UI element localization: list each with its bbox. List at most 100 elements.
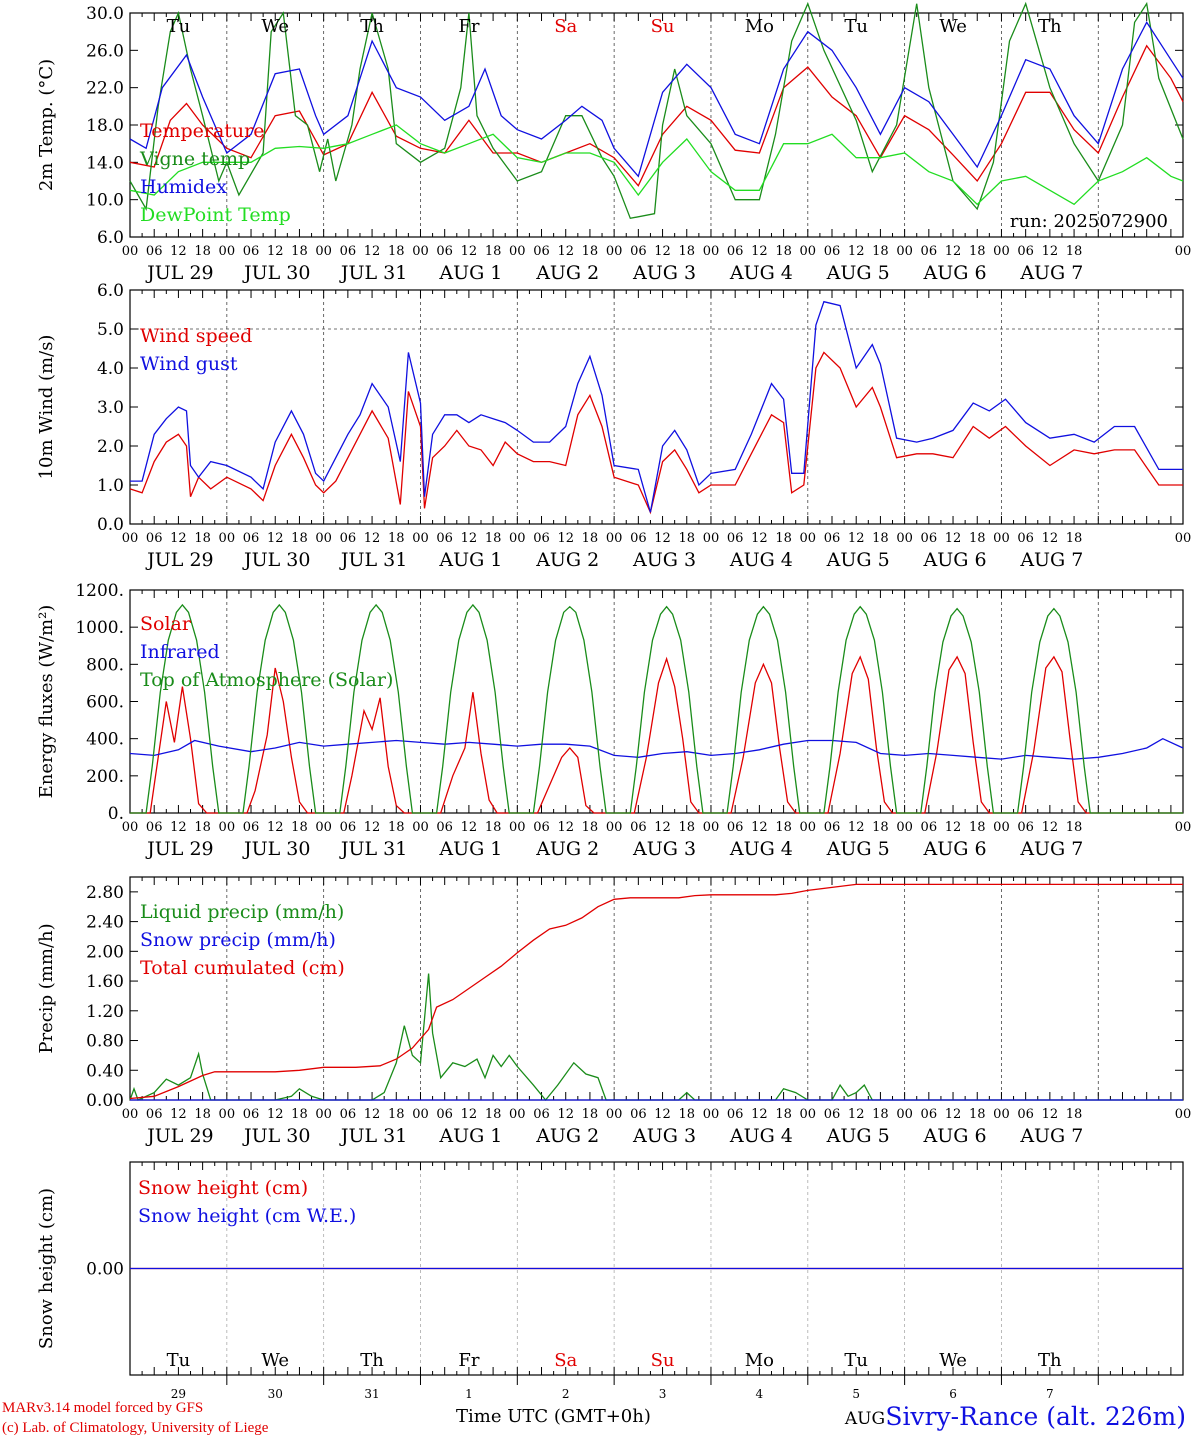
hour-label: 12 xyxy=(1042,244,1059,259)
series-line-wind-1 xyxy=(130,300,1183,513)
date-label: JUL 29 xyxy=(145,1125,213,1147)
hour-label: 00 xyxy=(703,244,720,259)
y-axis-label: 10m Wind (m/s) xyxy=(36,335,57,480)
hour-label: 06 xyxy=(727,820,744,835)
hour-label: 18 xyxy=(1066,531,1083,546)
hour-label: 06 xyxy=(630,1107,647,1122)
y-tick-label: 3.0 xyxy=(97,398,124,418)
hour-label: 00 xyxy=(800,531,817,546)
weekday-label: Su xyxy=(651,1350,675,1371)
y-tick-label: 6.0 xyxy=(97,228,124,248)
hour-label: 12 xyxy=(945,244,962,259)
hour-label: 18 xyxy=(775,531,792,546)
hour-label: 18 xyxy=(485,244,502,259)
hour-label: 18 xyxy=(582,531,599,546)
hour-label: 12 xyxy=(170,244,187,259)
date-label: AUG 2 xyxy=(535,549,599,571)
date-label: AUG 2 xyxy=(535,262,599,284)
day-number: 3 xyxy=(659,1387,667,1401)
y-tick-label: 0.00 xyxy=(86,1260,124,1280)
hour-label: 12 xyxy=(557,1107,574,1122)
date-label: JUL 31 xyxy=(339,549,407,571)
hour-label: 00 xyxy=(993,531,1010,546)
y-tick-label: 0.40 xyxy=(86,1061,124,1081)
y-axis-label: 2m Temp. (°C) xyxy=(36,59,57,191)
hour-label: 06 xyxy=(436,531,453,546)
weekday-label: Su xyxy=(651,16,675,37)
lab-credit: (c) Lab. of Climatology, University of L… xyxy=(2,1420,269,1436)
hour-label: 06 xyxy=(340,820,357,835)
legend-entry: Temperature xyxy=(140,120,264,142)
hour-label: 06 xyxy=(824,820,841,835)
legend-entry: Snow height (cm) xyxy=(138,1177,308,1199)
date-label: AUG 6 xyxy=(923,262,987,284)
hour-label: 00 xyxy=(509,244,526,259)
hour-label: 18 xyxy=(872,244,889,259)
date-label: AUG 1 xyxy=(438,262,502,284)
date-label: AUG 6 xyxy=(923,838,987,860)
hour-label: 00 xyxy=(509,531,526,546)
hour-label: 00 xyxy=(606,820,623,835)
date-label: JUL 30 xyxy=(242,549,310,571)
y-tick-label: 2.00 xyxy=(86,942,124,962)
hour-label: 00 xyxy=(703,531,720,546)
panel-precip: 0.00 0.40 0.80 1.20 1.60 2.00 2.40 2.80 Precip (… xyxy=(36,876,1191,1147)
date-label: AUG 7 xyxy=(1019,838,1083,860)
hour-label: 06 xyxy=(340,1107,357,1122)
date-label: AUG 1 xyxy=(438,549,502,571)
hour-label: 06 xyxy=(243,820,260,835)
legend-entry: Snow precip (mm/h) xyxy=(140,929,336,951)
y-tick-label: 4.0 xyxy=(97,359,124,379)
time-axis-label: Time UTC (GMT+0h) xyxy=(456,1406,651,1427)
hour-label: 00 xyxy=(703,820,720,835)
hour-label: 12 xyxy=(654,820,671,835)
hour-label: 06 xyxy=(146,531,163,546)
hour-label: 18 xyxy=(775,244,792,259)
date-label: JUL 30 xyxy=(242,1125,310,1147)
hour-label: 06 xyxy=(921,244,938,259)
hour-label: 06 xyxy=(630,820,647,835)
hour-label: 06 xyxy=(921,820,938,835)
hour-label: 06 xyxy=(436,820,453,835)
weekday-label: We xyxy=(261,1350,289,1371)
weekday-label: Tu xyxy=(167,16,191,37)
y-tick-label: 800. xyxy=(86,655,124,675)
series-line-energy-2 xyxy=(130,603,1183,814)
hour-label: 00 xyxy=(1175,244,1192,259)
hour-label: 00 xyxy=(219,1107,236,1122)
y-tick-label: 2.80 xyxy=(86,883,124,903)
weekday-label: Tu xyxy=(844,1350,868,1371)
hour-label: 18 xyxy=(194,1107,211,1122)
hour-label: 06 xyxy=(436,1107,453,1122)
hour-label: 06 xyxy=(727,531,744,546)
day-number: 29 xyxy=(171,1387,186,1401)
date-label: AUG 1 xyxy=(438,838,502,860)
legend-entry: Top of Atmosphere (Solar) xyxy=(140,669,393,691)
hour-label: 18 xyxy=(582,820,599,835)
series-line-precip-0 xyxy=(129,973,1183,1102)
legend-entry: Infrared xyxy=(140,641,220,663)
hour-label: 06 xyxy=(146,820,163,835)
hour-label: 06 xyxy=(533,244,550,259)
weekday-label: Th xyxy=(1038,1350,1062,1371)
hour-label: 06 xyxy=(243,1107,260,1122)
y-tick-label: 5.0 xyxy=(97,320,124,340)
hour-label: 12 xyxy=(1042,1107,1059,1122)
hour-label: 06 xyxy=(146,1107,163,1122)
date-label: AUG 4 xyxy=(729,838,793,860)
hour-label: 12 xyxy=(267,531,284,546)
hour-label: 18 xyxy=(872,531,889,546)
series-line-temperature-1 xyxy=(129,1,1184,220)
y-tick-label: 14.0 xyxy=(86,153,124,173)
hour-label: 12 xyxy=(654,531,671,546)
legend-entry: Snow height (cm W.E.) xyxy=(138,1205,356,1227)
hour-label: 18 xyxy=(388,820,405,835)
panel-wind: 0.0 1.0 2.0 3.0 4.0 5.0 6.0 10m Wind (m/s) 00 06 1… xyxy=(36,281,1191,571)
hour-label: 18 xyxy=(291,820,308,835)
hour-label: 18 xyxy=(678,244,695,259)
hour-label: 00 xyxy=(122,531,139,546)
weekday-label: Mo xyxy=(745,1350,774,1371)
hour-label: 12 xyxy=(848,820,865,835)
hour-label: 12 xyxy=(1042,820,1059,835)
hour-label: 06 xyxy=(1017,1107,1034,1122)
